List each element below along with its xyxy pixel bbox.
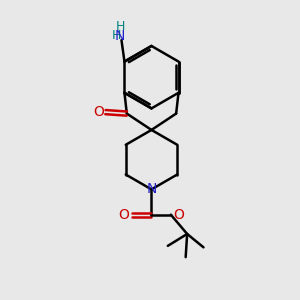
Text: N: N xyxy=(115,29,125,43)
Text: H: H xyxy=(111,29,121,42)
Text: N: N xyxy=(146,182,157,197)
Text: O: O xyxy=(118,208,129,222)
Text: O: O xyxy=(174,208,184,222)
Text: H: H xyxy=(115,20,125,33)
Text: O: O xyxy=(94,105,104,119)
